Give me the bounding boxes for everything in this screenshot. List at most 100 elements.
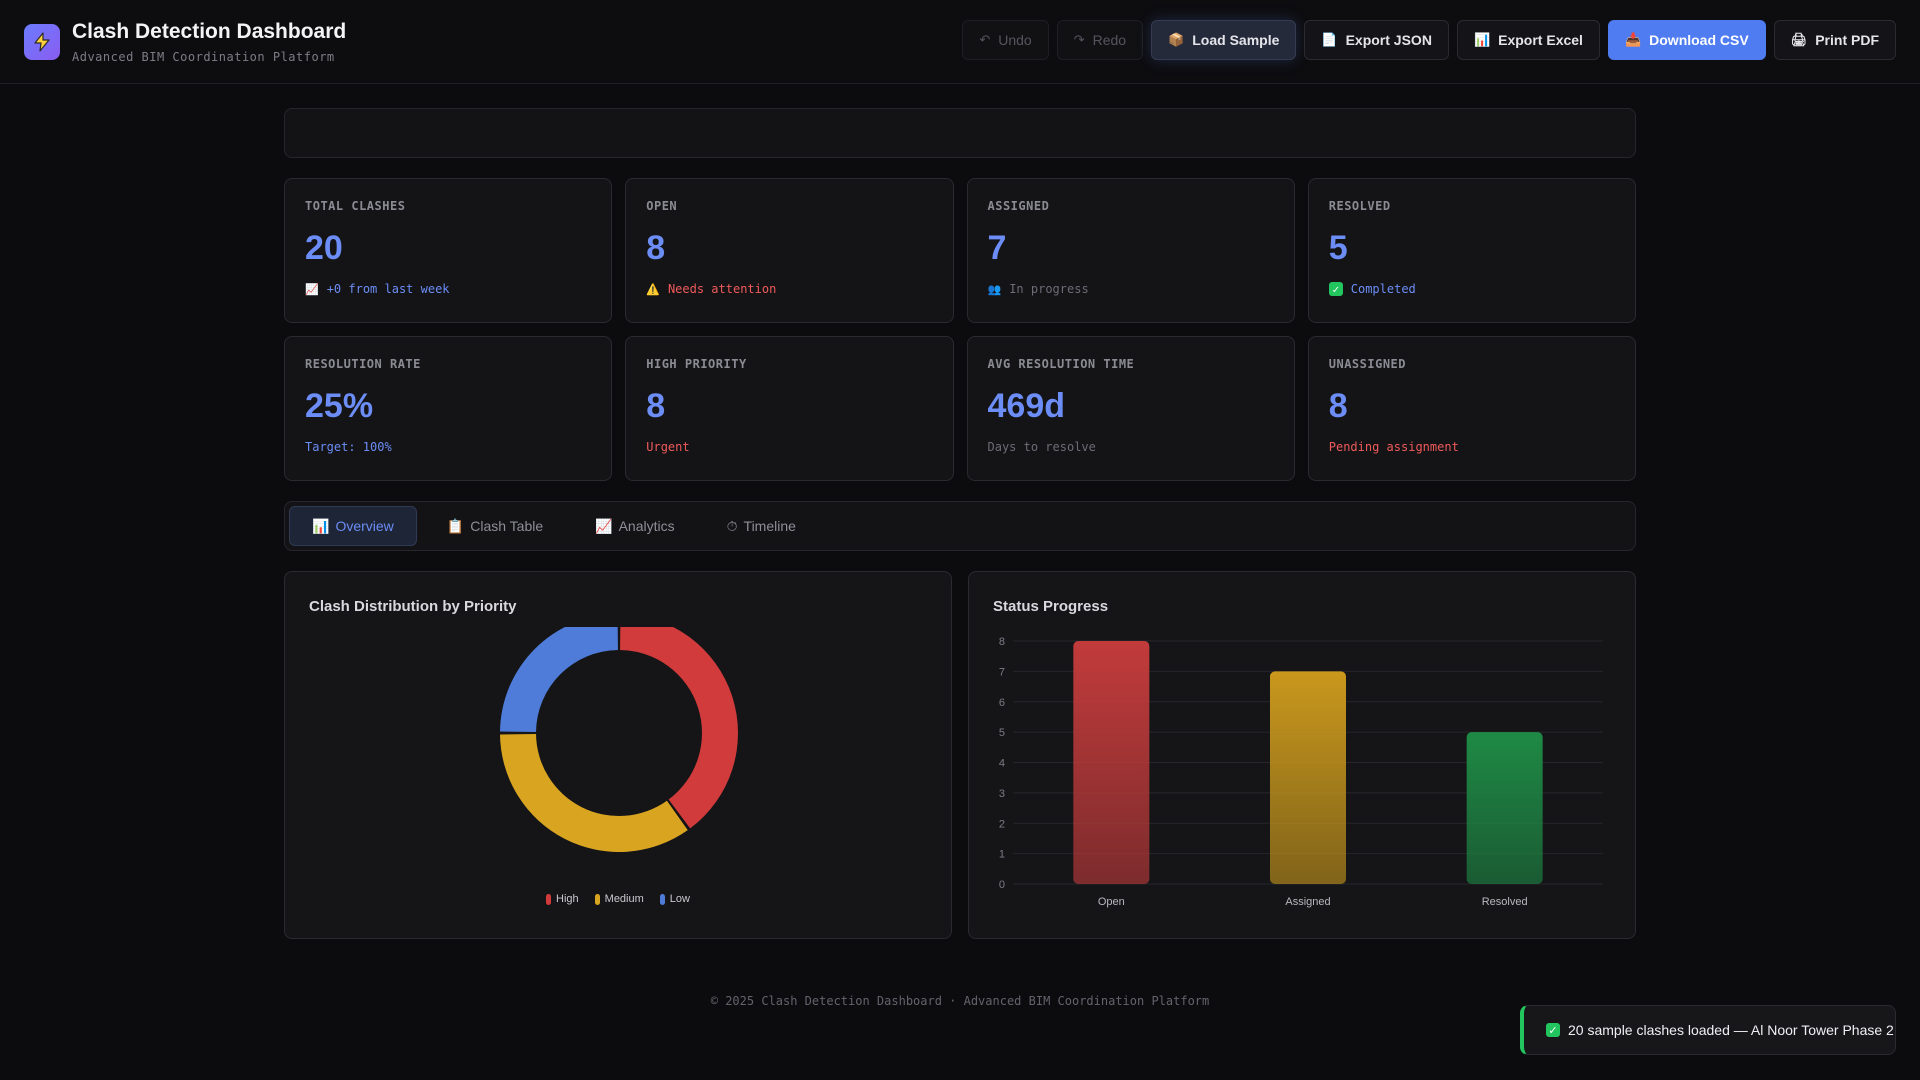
tab-clash-table[interactable]: 📋 Clash Table bbox=[425, 506, 565, 546]
toast-message: 20 sample clashes loaded — Al Noor Tower… bbox=[1568, 1022, 1894, 1038]
stat-sub-text: In progress bbox=[1009, 282, 1089, 296]
y-tick-label: 7 bbox=[999, 666, 1005, 678]
stat-label: RESOLUTION RATE bbox=[305, 357, 421, 371]
y-tick-label: 5 bbox=[999, 727, 1005, 739]
warning-icon: ⚠️ bbox=[646, 282, 660, 296]
priority-chart-panel: Clash Distribution by Priority High Mediu… bbox=[284, 571, 952, 939]
status-bar-chart: 0 1 2 3 4 5 6 7 8 Open Assigned Resolved bbox=[999, 636, 1603, 908]
toast-notification: ✓ 20 sample clashes loaded — Al Noor Tow… bbox=[1520, 1005, 1896, 1055]
y-tick-label: 4 bbox=[999, 758, 1005, 770]
chart-legend: High Medium Low bbox=[285, 893, 951, 905]
export-excel-button[interactable]: 📊 Export Excel bbox=[1456, 20, 1600, 60]
legend-swatch bbox=[659, 893, 665, 905]
stat-card-open: OPEN 8 ⚠️ Needs attention bbox=[625, 178, 954, 323]
tab-label: Timeline bbox=[743, 518, 796, 534]
y-tick-label: 0 bbox=[999, 879, 1005, 891]
stats-grid: TOTAL CLASHES 20 📈 +0 from last week OPE… bbox=[284, 178, 1636, 481]
stat-card-unassigned: UNASSIGNED 8 Pending assignment bbox=[1307, 336, 1636, 481]
print-pdf-label: Print PDF bbox=[1815, 32, 1879, 48]
y-tick-label: 2 bbox=[999, 818, 1005, 830]
stat-card-high-priority: HIGH PRIORITY 8 Urgent bbox=[625, 336, 954, 481]
toolbar: ↶ Undo ↷ Redo 📦 Load Sample 📄 Export JSO… bbox=[962, 20, 1896, 60]
stat-card-assigned: ASSIGNED 7 👥 In progress bbox=[966, 178, 1295, 323]
stopwatch-icon: ⏱ bbox=[726, 517, 738, 534]
print-pdf-button[interactable]: 🖨 Print PDF bbox=[1773, 20, 1896, 60]
stat-label: AVG RESOLUTION TIME bbox=[987, 357, 1135, 371]
legend-label: Low bbox=[669, 893, 690, 905]
load-sample-button[interactable]: 📦 Load Sample bbox=[1151, 20, 1297, 60]
tab-analytics[interactable]: 📈 Analytics bbox=[573, 506, 696, 546]
stat-value: 8 bbox=[646, 229, 666, 267]
stat-value: 7 bbox=[987, 229, 1007, 267]
bar-chart-icon: 📊 bbox=[1473, 32, 1491, 47]
undo-button[interactable]: ↶ Undo bbox=[962, 20, 1049, 60]
stat-value: 8 bbox=[1328, 387, 1348, 425]
undo-icon: ↶ bbox=[979, 32, 991, 47]
donut-slice-low[interactable] bbox=[500, 627, 618, 732]
stat-sub: Days to resolve bbox=[987, 440, 1096, 454]
filter-bar[interactable] bbox=[284, 108, 1636, 158]
stat-label: OPEN bbox=[646, 199, 678, 213]
lightning-icon bbox=[24, 24, 60, 60]
legend-swatch bbox=[546, 893, 552, 905]
export-json-button[interactable]: 📄 Export JSON bbox=[1304, 20, 1449, 60]
y-tick-label: 3 bbox=[999, 788, 1005, 800]
bar-resolved[interactable] bbox=[1466, 732, 1543, 884]
redo-label: Redo bbox=[1092, 32, 1127, 48]
y-tick-label: 8 bbox=[999, 636, 1005, 648]
stat-label: HIGH PRIORITY bbox=[646, 357, 747, 371]
status-chart-panel: Status Progress 0 1 2 3 4 5 6 7 8 Open Assigned Res… bbox=[968, 571, 1636, 939]
legend-item-medium[interactable]: Medium bbox=[594, 893, 644, 905]
tab-label: Overview bbox=[335, 518, 394, 534]
clipboard-icon: 📋 bbox=[446, 517, 465, 534]
stat-sub-text: +0 from last week bbox=[326, 282, 450, 296]
footer: © 2025 Clash Detection Dashboard · Advan… bbox=[710, 994, 1210, 1008]
download-icon: 📥 bbox=[1624, 32, 1642, 47]
priority-donut-chart bbox=[500, 627, 738, 852]
donut-slice-high[interactable] bbox=[620, 627, 738, 829]
stat-value: 8 bbox=[646, 387, 666, 425]
bar-chart-icon: 📊 bbox=[312, 517, 330, 534]
y-tick-label: 6 bbox=[999, 697, 1005, 709]
stat-sub: Target: 100% bbox=[305, 440, 392, 454]
x-tick-label: Assigned bbox=[1285, 896, 1330, 908]
stat-label: ASSIGNED bbox=[987, 199, 1050, 213]
legend-item-high[interactable]: High bbox=[546, 893, 579, 905]
app-subtitle: Advanced BIM Coordination Platform bbox=[72, 50, 335, 64]
panel-title: Clash Distribution by Priority bbox=[309, 598, 517, 615]
stat-sub: Urgent bbox=[646, 440, 690, 454]
stat-value: 25% bbox=[305, 387, 374, 425]
panel-title: Status Progress bbox=[993, 598, 1109, 615]
legend-label: Medium bbox=[604, 893, 644, 905]
legend-label: High bbox=[556, 893, 579, 905]
download-csv-button[interactable]: 📥 Download CSV bbox=[1607, 20, 1766, 60]
export-json-label: Export JSON bbox=[1345, 32, 1432, 48]
tab-timeline[interactable]: ⏱ Timeline bbox=[705, 506, 818, 546]
stat-card-total-clashes: TOTAL CLASHES 20 📈 +0 from last week bbox=[284, 178, 613, 323]
redo-icon: ↷ bbox=[1073, 32, 1085, 47]
stat-label: UNASSIGNED bbox=[1328, 357, 1406, 371]
legend-item-low[interactable]: Low bbox=[659, 893, 690, 905]
tab-overview[interactable]: 📊 Overview bbox=[289, 506, 417, 546]
undo-label: Undo bbox=[998, 32, 1032, 48]
stat-sub: 👥 In progress bbox=[988, 282, 1274, 296]
legend-swatch bbox=[594, 893, 600, 905]
check-icon: ✓ bbox=[1328, 282, 1343, 296]
tab-label: Clash Table bbox=[470, 518, 544, 534]
document-icon: 📄 bbox=[1321, 32, 1338, 47]
users-icon: 👥 bbox=[987, 282, 1002, 296]
bar-open[interactable] bbox=[1073, 641, 1150, 884]
stat-card-avg-resolution-time: AVG RESOLUTION TIME 469d Days to resolve bbox=[966, 336, 1295, 481]
stat-label: TOTAL CLASHES bbox=[305, 199, 406, 213]
donut-slice-medium[interactable] bbox=[500, 734, 688, 852]
check-icon: ✓ bbox=[1546, 1023, 1560, 1037]
redo-button[interactable]: ↷ Redo bbox=[1056, 20, 1144, 60]
tab-label: Analytics bbox=[618, 518, 675, 534]
stat-sub: Pending assignment bbox=[1328, 440, 1459, 454]
stat-label: RESOLVED bbox=[1328, 199, 1391, 213]
stat-sub: ⚠️ Needs attention bbox=[646, 282, 932, 296]
stat-sub-text: Needs attention bbox=[667, 282, 777, 296]
export-excel-label: Export Excel bbox=[1498, 32, 1583, 48]
bar-assigned[interactable] bbox=[1270, 671, 1346, 884]
stat-value: 469d bbox=[987, 387, 1066, 425]
